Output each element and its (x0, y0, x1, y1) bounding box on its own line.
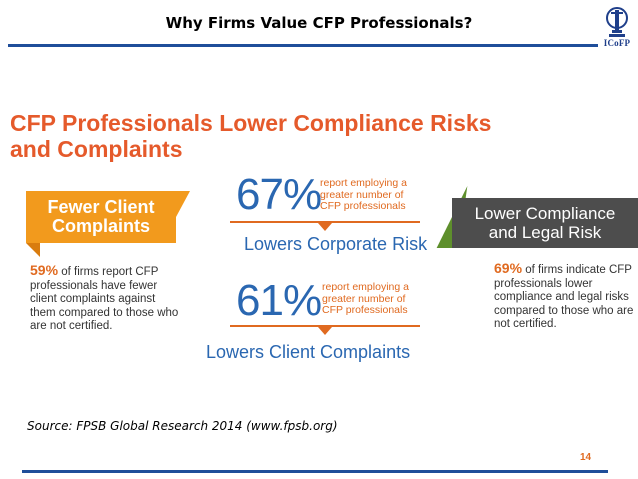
stat1-note: report employing a greater number of CFP… (320, 177, 430, 213)
banner-line-2: Complaints (51, 216, 150, 236)
banner-tail (26, 243, 40, 257)
stat2-result: Lowers Client Complaints (206, 342, 411, 362)
stat1-result: Lowers Corporate Risk (244, 234, 428, 254)
headline-line-2: and Complaints (10, 136, 183, 162)
stat1-note-line-2: greater number of (320, 188, 404, 201)
bottom-divider (22, 470, 608, 473)
right-stat-pct: 69% (494, 260, 523, 276)
stat1-arrow-icon (318, 223, 332, 231)
logo-text: ICoFP (603, 38, 631, 48)
stat1-note-line-3: CFP professionals (320, 200, 406, 212)
stat2-divider (230, 325, 420, 327)
left-stat-text: 59% of firms report CFP professionals ha… (30, 262, 180, 334)
stat2-percentage: 61% (236, 276, 322, 325)
box-line-1: Lower Compliance (474, 204, 616, 223)
left-stat-pct: 59% (30, 262, 59, 278)
right-stat-desc: of firms indicate CFP professionals lowe… (494, 264, 634, 330)
banner-line-1: Fewer Client (47, 197, 155, 217)
stat1-percentage: 67% (236, 170, 322, 219)
stat2-arrow-icon (318, 327, 332, 335)
right-stat-text: 69% of firms indicate CFP professionals … (494, 260, 638, 332)
stat2-note: report employing a greater number of CFP… (322, 281, 432, 317)
infographic-headline: CFP Professionals Lower Compliance Risks… (10, 110, 570, 162)
lower-risk-box: Lower Compliance and Legal Risk (452, 198, 638, 248)
headline-line-1: CFP Professionals Lower Compliance Risks (10, 110, 492, 136)
fewer-complaints-banner: Fewer Client Complaints (26, 191, 176, 243)
page-number: 14 (580, 452, 592, 463)
icofp-logo: ICoFP (598, 6, 636, 52)
stat2-note-line-1: report employing a (322, 281, 409, 293)
source-citation: Source: FPSB Global Research 2014 (www.f… (27, 419, 338, 433)
stat2-note-line-2: greater number of (322, 292, 406, 305)
slide-title: Why Firms Value CFP Professionals? (165, 14, 473, 32)
stat1-divider (230, 221, 420, 223)
crest-icon (606, 7, 628, 37)
box-line-2: and Legal Risk (488, 223, 602, 242)
top-divider (8, 44, 598, 47)
stat1-note-line-1: report employing a (320, 177, 407, 189)
left-stat-desc: of firms report CFP professionals have f… (30, 266, 179, 332)
banner-fold (176, 191, 190, 217)
stat2-note-line-3: CFP professionals (322, 304, 408, 316)
